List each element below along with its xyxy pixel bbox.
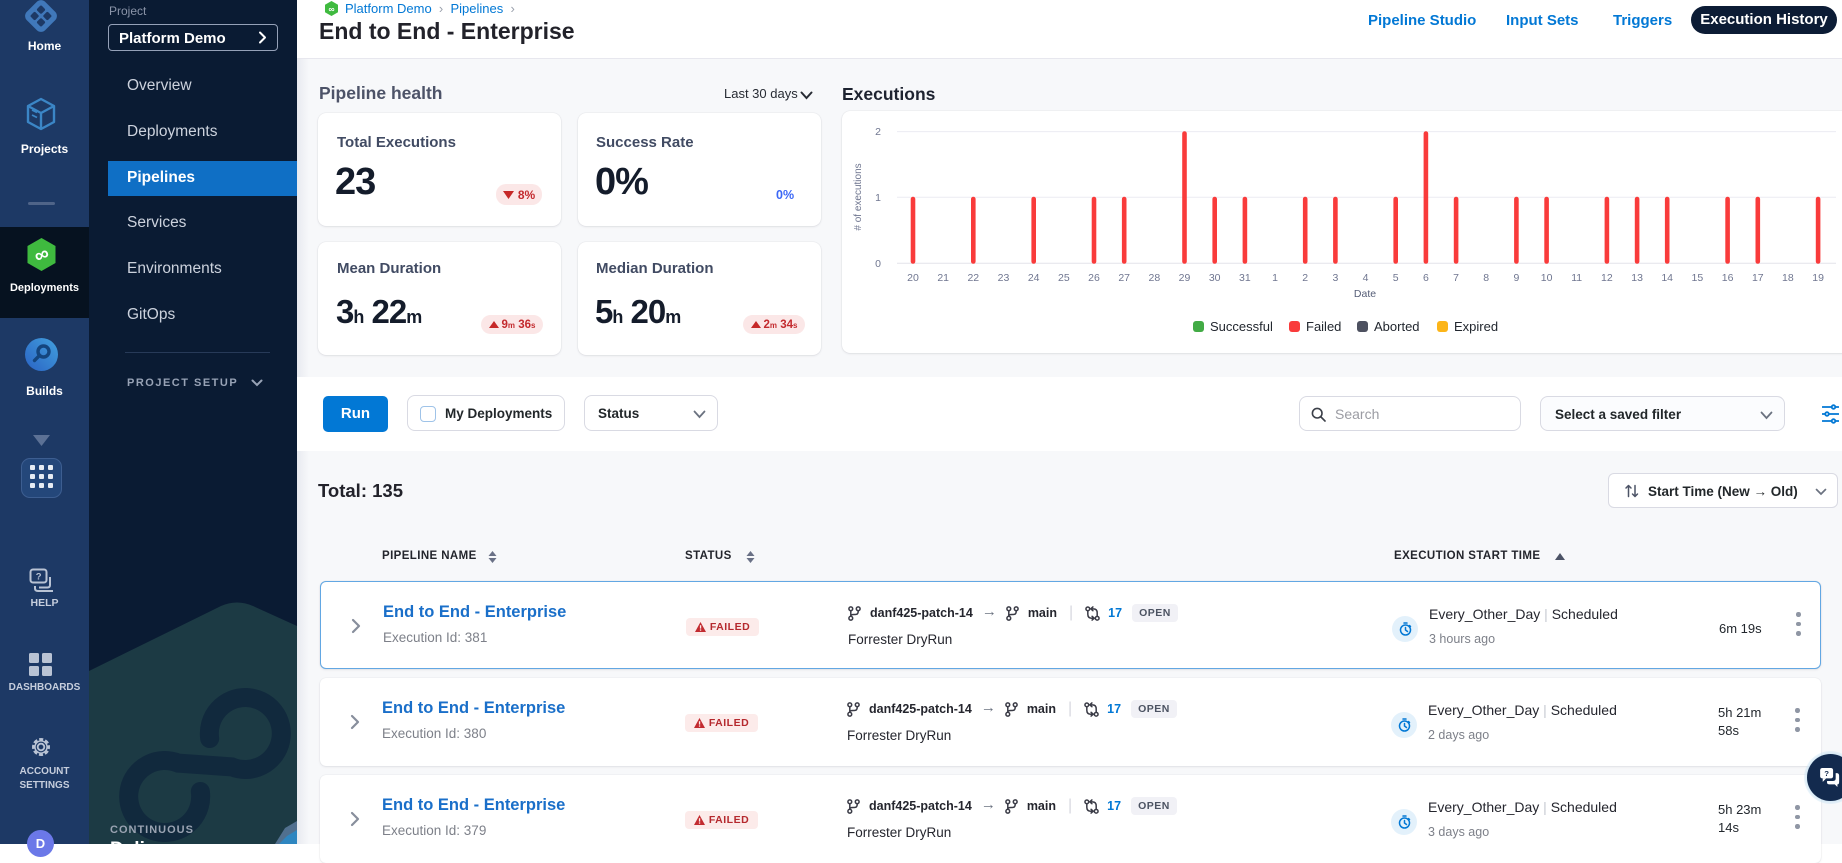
svg-text:Failed: Failed [1306, 319, 1341, 334]
svg-text:4: 4 [1363, 272, 1369, 284]
svg-text:29: 29 [1179, 272, 1191, 284]
svg-text:1: 1 [875, 192, 881, 204]
svg-text:19: 19 [1812, 272, 1824, 284]
svg-text:2: 2 [1302, 272, 1308, 284]
svg-text:∞: ∞ [328, 4, 334, 14]
svg-text:30: 30 [1209, 272, 1221, 284]
svg-text:12: 12 [1601, 272, 1613, 284]
svg-text:Successful: Successful [1210, 319, 1273, 334]
svg-text:21: 21 [937, 272, 949, 284]
svg-text:# of executions: # of executions [853, 163, 864, 230]
svg-text:2: 2 [875, 126, 881, 138]
svg-text:23: 23 [998, 272, 1010, 284]
svg-text:20: 20 [907, 272, 919, 284]
svg-text:8: 8 [1483, 272, 1489, 284]
svg-text:?: ? [1824, 769, 1829, 778]
svg-text:0: 0 [875, 258, 881, 270]
svg-text:18: 18 [1782, 272, 1794, 284]
svg-text:11: 11 [1571, 272, 1582, 284]
svg-text:24: 24 [1028, 272, 1040, 284]
svg-text:26: 26 [1088, 272, 1100, 284]
svg-text:27: 27 [1118, 272, 1130, 284]
svg-text:31: 31 [1239, 272, 1251, 284]
svg-text:9: 9 [1513, 272, 1519, 284]
svg-text:10: 10 [1541, 272, 1553, 284]
svg-text:6: 6 [1423, 272, 1429, 284]
svg-text:Expired: Expired [1454, 319, 1498, 334]
svg-text:3: 3 [1332, 272, 1338, 284]
svg-text:13: 13 [1631, 272, 1643, 284]
svg-text:16: 16 [1722, 272, 1734, 284]
svg-text:Date: Date [1354, 288, 1376, 300]
svg-text:22: 22 [967, 272, 979, 284]
svg-text:?: ? [36, 572, 42, 583]
svg-text:5: 5 [1393, 272, 1399, 284]
svg-text:7: 7 [1453, 272, 1459, 284]
svg-text:15: 15 [1692, 272, 1704, 284]
svg-text:14: 14 [1661, 272, 1673, 284]
svg-text:25: 25 [1058, 272, 1070, 284]
svg-text:17: 17 [1752, 272, 1764, 284]
svg-text:28: 28 [1149, 272, 1161, 284]
svg-text:1: 1 [1272, 272, 1278, 284]
svg-text:Aborted: Aborted [1374, 319, 1420, 334]
